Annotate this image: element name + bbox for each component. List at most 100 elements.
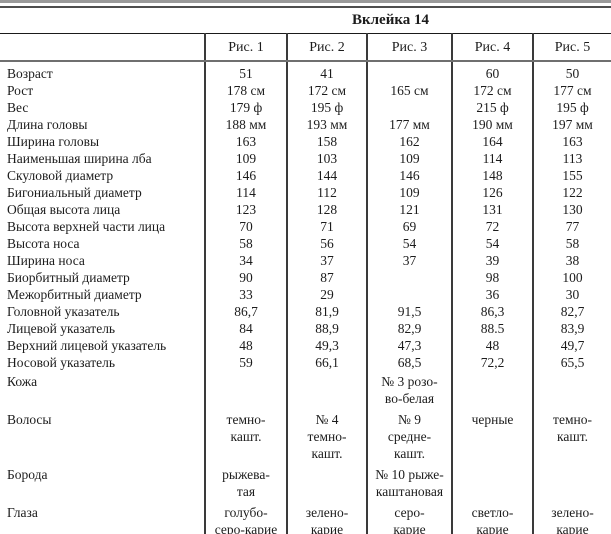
cell: 114 <box>204 184 287 201</box>
cell: 165 см <box>366 82 452 99</box>
table-row: Скуловой диаметр 146 144 146 148 155 <box>0 167 611 184</box>
table-row: Биорбитный диаметр 90 87 98 100 <box>0 269 611 286</box>
cell: 195 ф <box>286 99 367 116</box>
cell <box>451 464 533 502</box>
cell: 87 <box>286 269 367 286</box>
cell: темно- кашт. <box>204 409 287 464</box>
cell: 71 <box>286 218 367 235</box>
cell <box>286 464 367 502</box>
cell: 109 <box>204 150 287 167</box>
cell: 33 <box>204 286 287 303</box>
table-row: Бигониальный диаметр 114 112 109 126 122 <box>0 184 611 201</box>
row-label: Вес <box>7 100 29 115</box>
table-row: Ширина носа 34 37 37 39 38 <box>0 252 611 269</box>
cell: 56 <box>286 235 367 252</box>
top-double-rule <box>0 0 611 8</box>
table-row: Вес 179 ф 195 ф 215 ф 195 ф <box>0 99 611 116</box>
cell: 109 <box>366 150 452 167</box>
cell: 179 ф <box>204 99 287 116</box>
table-row: Борода рыжева- тая № 10 рыже- каштановая <box>0 464 611 502</box>
header-col-fig2: Рис. 2 <box>286 33 367 62</box>
cell: 193 мм <box>286 116 367 133</box>
row-label: Биорбитный диаметр <box>7 270 130 285</box>
row-label: Бигониальный диаметр <box>7 185 142 200</box>
cell: 128 <box>286 201 367 218</box>
cell: 49,3 <box>286 337 367 354</box>
cell: темно- кашт. <box>532 409 611 464</box>
cell <box>204 371 287 409</box>
cell: серо- карие <box>366 502 452 534</box>
cell: 144 <box>286 167 367 184</box>
row-label: Высота верхней части лица <box>7 219 166 234</box>
cell: 163 <box>204 133 287 150</box>
cell: 100 <box>532 269 611 286</box>
cell: 29 <box>286 286 367 303</box>
cell: рыжева- тая <box>204 464 287 502</box>
table-row: Длина головы 188 мм 193 мм 177 мм 190 мм 197 … <box>0 116 611 133</box>
row-label: Ширина носа <box>7 253 85 268</box>
cell: зелено- карие <box>532 502 611 534</box>
cell: 86,3 <box>451 303 533 320</box>
table-row: Глаза голубо- серо-карие зелено- карие серо… <box>0 502 611 534</box>
cell: 195 ф <box>532 99 611 116</box>
cell <box>366 269 452 286</box>
cell: 59 <box>204 354 287 371</box>
cell: 86,7 <box>204 303 287 320</box>
table-row: Наименьшая ширина лба 109 103 109 114 113 <box>0 150 611 167</box>
cell: 65,5 <box>532 354 611 371</box>
table-row: Высота верхней части лица 70 71 69 72 77 <box>0 218 611 235</box>
cell <box>286 371 367 409</box>
cell: 88,9 <box>286 320 367 337</box>
row-label: Возраст <box>7 66 53 81</box>
cell: 146 <box>366 167 452 184</box>
cell: 112 <box>286 184 367 201</box>
table-row: Лицевой указатель 84 88,9 82,9 88.5 83,9 <box>0 320 611 337</box>
table-row: Ширина головы 163 158 162 164 163 <box>0 133 611 150</box>
cell: 51 <box>204 61 287 82</box>
cell <box>366 61 452 82</box>
cell: 172 см <box>286 82 367 99</box>
cell: 70 <box>204 218 287 235</box>
cell: 123 <box>204 201 287 218</box>
cell: 60 <box>451 61 533 82</box>
cell: 58 <box>204 235 287 252</box>
cell: 190 мм <box>451 116 533 133</box>
cell: 177 мм <box>366 116 452 133</box>
cell: 72,2 <box>451 354 533 371</box>
cell: 66,1 <box>286 354 367 371</box>
cell: 158 <box>286 133 367 150</box>
cell: 148 <box>451 167 533 184</box>
table-row: Общая высота лица 123 128 121 131 130 <box>0 201 611 218</box>
cell <box>532 371 611 409</box>
row-label: Лицевой указатель <box>7 321 116 336</box>
cell: № 10 рыже- каштановая <box>366 464 452 502</box>
cell <box>366 286 452 303</box>
cell: 72 <box>451 218 533 235</box>
row-label: Носовой указатель <box>7 355 116 370</box>
cell: 177 см <box>532 82 611 99</box>
cell: 103 <box>286 150 367 167</box>
cell: 41 <box>286 61 367 82</box>
cell: 178 см <box>204 82 287 99</box>
cell: 163 <box>532 133 611 150</box>
cell: 82,9 <box>366 320 452 337</box>
row-label: Наименьшая ширина лба <box>7 151 152 166</box>
cell: 69 <box>366 218 452 235</box>
anthropometric-table: Рис. 1 Рис. 2 Рис. 3 Рис. 4 Рис. 5 Возра… <box>0 33 611 534</box>
cell: 131 <box>451 201 533 218</box>
page-title: Вклейка 14 <box>351 12 430 28</box>
cell: 197 мм <box>532 116 611 133</box>
cell <box>451 371 533 409</box>
row-label: Волосы <box>7 412 52 427</box>
cell: 109 <box>366 184 452 201</box>
cell: 48 <box>204 337 287 354</box>
row-label: Борода <box>7 467 48 482</box>
table-row: Верхний лицевой указатель 48 49,3 47,3 48 49,… <box>0 337 611 354</box>
cell: 38 <box>532 252 611 269</box>
row-label: Глаза <box>7 505 38 520</box>
row-label: Кожа <box>7 374 38 389</box>
cell: 34 <box>204 252 287 269</box>
table-row: Рост 178 см 172 см 165 см 172 см 177 см <box>0 82 611 99</box>
cell: 155 <box>532 167 611 184</box>
cell: 48 <box>451 337 533 354</box>
